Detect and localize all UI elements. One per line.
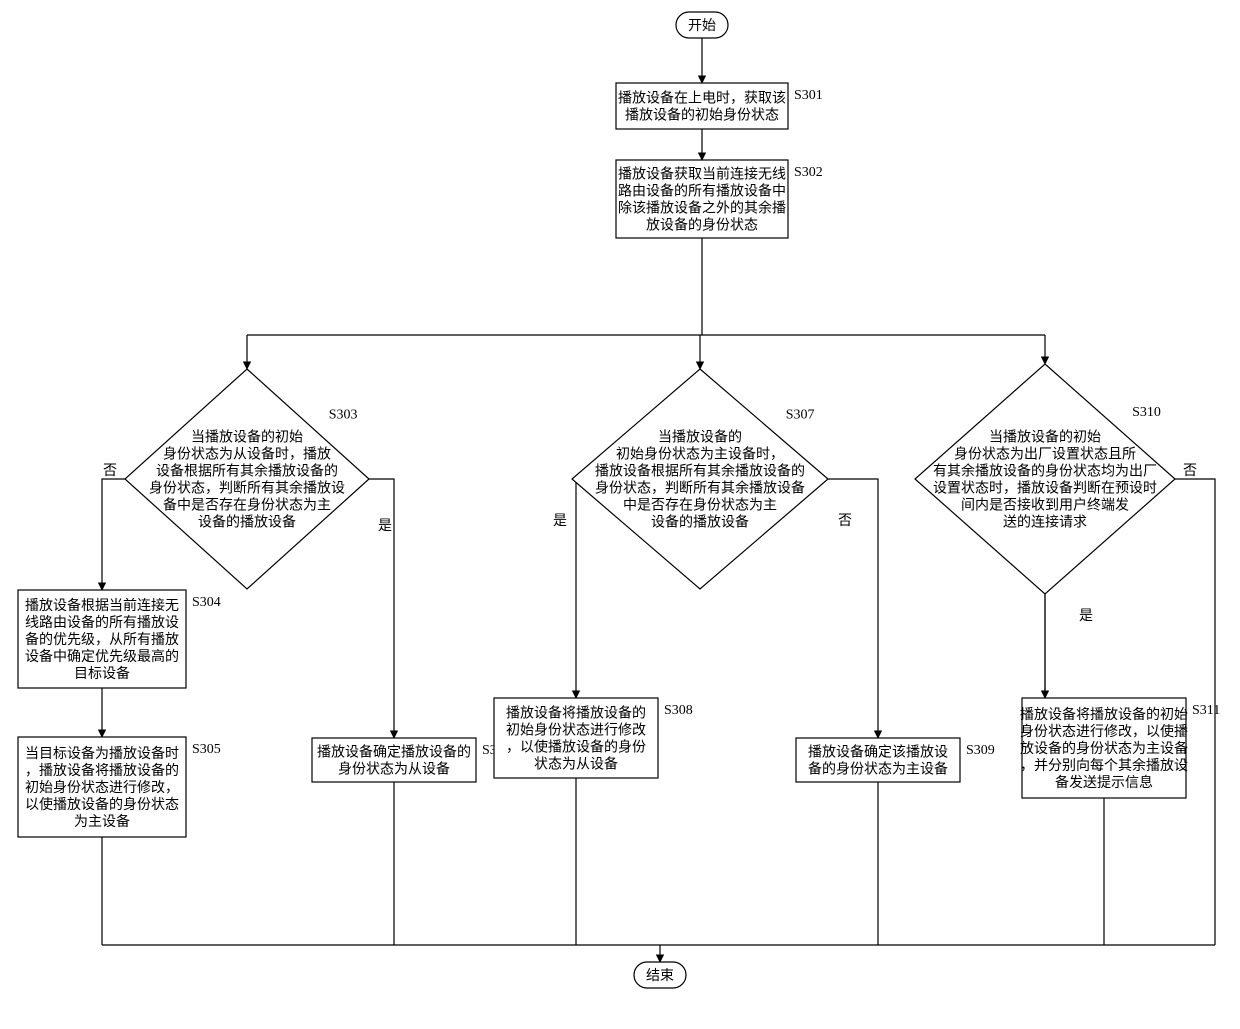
edge-label: 是 [1079,609,1093,624]
svg-text:S309: S309 [966,743,995,758]
flow-edge [1045,594,1104,708]
flow-edge [369,479,394,738]
svg-text:S307: S307 [786,408,815,423]
step-s308: 播放设备将播放设备的初始身份状态进行修改，以使播放设备的身份状态为从设备S308 [494,698,693,778]
svg-text:S311: S311 [1192,703,1220,718]
flow-edge [828,479,878,738]
step-s302: 播放设备获取当前连接无线路由设备的所有播放设备中除该播放设备之外的其余播放设备的… [616,160,823,238]
flowchart-canvas: 否是是否是否开始结束播放设备在上电时，获取该播放设备的初始身份状态S301播放设… [0,0,1240,1029]
edge-label: 否 [103,464,117,479]
svg-text:S305: S305 [192,742,221,757]
step-s301: 播放设备在上电时，获取该播放设备的初始身份状态S301 [616,83,823,129]
svg-text:S310: S310 [1132,405,1161,420]
step-s309: 播放设备确定该播放设备的身份状态为主设备S309 [796,738,995,782]
step-s305: 当目标设备为播放设备时，播放设备将播放设备的初始身份状态进行修改，以使播放设备的… [18,737,221,837]
svg-text:开始: 开始 [688,18,716,34]
svg-text:S303: S303 [329,408,358,423]
terminator-end: 结束 [634,962,686,988]
edge-label: 是 [378,519,392,534]
svg-text:S308: S308 [664,703,693,718]
edge-label: 否 [1183,464,1197,479]
edge-label: 否 [838,514,852,529]
step-s311: 播放设备将播放设备的初始身份状态进行修改，以使播放设备的身份状态为主设备，并分别… [1020,698,1220,798]
decision-s307: 当播放设备的初始身份状态为主设备时，播放设备根据所有其余播放设备的身份状态，判断… [572,369,828,589]
step-s304: 播放设备根据当前连接无线路由设备的所有播放设备的优先级，从所有播放设备中确定优先… [18,590,221,688]
svg-text:结束: 结束 [646,968,674,984]
flow-edge [572,479,576,698]
decision-s303: 当播放设备的初始身份状态为从设备时，播放设备根据所有其余播放设备的身份状态，判断… [125,369,369,589]
flow-edge [102,479,125,590]
svg-text:S301: S301 [794,88,823,103]
edge-label: 是 [553,514,567,529]
svg-text:S302: S302 [794,165,823,180]
terminator-start: 开始 [676,12,728,38]
step-s306: 播放设备确定播放设备的身份状态为从设备S306 [312,738,511,782]
svg-text:S304: S304 [192,595,221,610]
decision-s310: 当播放设备的初始身份状态为出厂设置状态且所有其余播放设备的身份状态均为出厂设置状… [915,364,1175,594]
